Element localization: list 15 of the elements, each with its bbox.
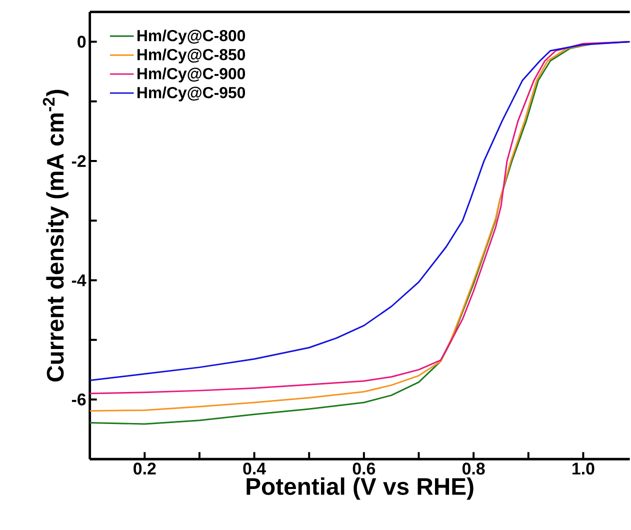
y-tick-label: -4 [72,274,86,286]
legend-label: Hm/Cy@C-950 [138,86,246,102]
legend-label: Hm/Cy@C-800 [138,30,246,44]
y-tick-label: 0 [78,36,86,48]
legend-label: Hm/Cy@C-850 [138,48,246,64]
legend-label: Hm/Cy@C-900 [138,68,246,82]
y-tick-label: -2 [72,155,86,167]
x-axis-title: Potential (V vs RHE) [246,477,474,500]
y-tick-label: -6 [72,394,86,406]
x-tick-label: 0.8 [462,462,485,475]
x-tick-label: 0.2 [134,462,156,475]
x-tick-label: 0.4 [243,462,266,475]
x-tick-label: 1.0 [572,462,594,475]
y-axis-title: Current density (mA cm$^{-2}$) [42,90,68,382]
x-tick-label: 0.6 [352,462,376,475]
